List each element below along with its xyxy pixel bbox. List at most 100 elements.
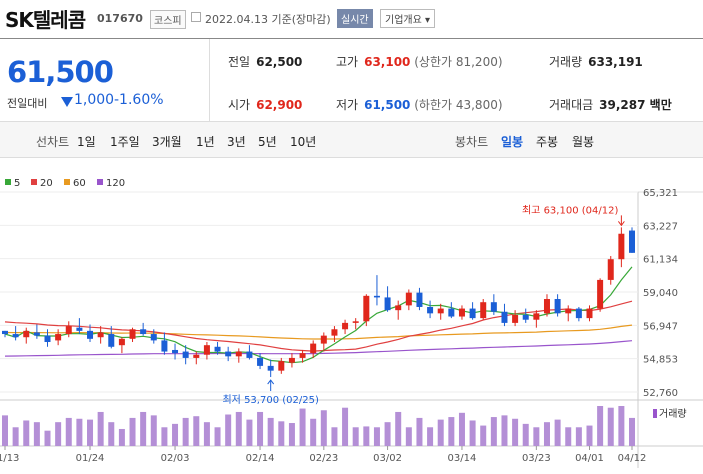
prev-close-label: 전일 xyxy=(228,55,251,69)
chevron-down-icon: ▾ xyxy=(425,15,431,26)
volume: 거래량 633,191 xyxy=(549,53,643,70)
candle-body xyxy=(12,334,19,338)
legend-swatch xyxy=(64,179,70,185)
x-tick-label: 01/24 xyxy=(76,453,105,464)
low-annotation: 최저 53,700 (02/25) xyxy=(222,394,318,406)
candle-body xyxy=(554,299,561,314)
trade-amount: 거래대금 39,287 백만 xyxy=(549,96,672,113)
volume-bar xyxy=(501,415,508,446)
volume-bars: 거래량 xyxy=(2,406,687,446)
volume-bar xyxy=(193,416,200,446)
candle-body xyxy=(490,302,497,312)
volume-bar xyxy=(97,411,104,446)
candle-chart-label: 봉차트 xyxy=(455,135,489,149)
upper-limit: (상한가 81,200) xyxy=(414,55,503,69)
volume-bar xyxy=(246,419,253,446)
candle-body xyxy=(193,354,200,358)
candle-body xyxy=(320,335,327,344)
volume-bar xyxy=(2,415,8,446)
chart-annotations: 최고 63,100 (04/12) 최저 53,700 (02/25) xyxy=(222,204,625,406)
volume-bar xyxy=(416,417,423,446)
ma-60-line xyxy=(4,324,633,340)
volume-bar xyxy=(140,411,147,446)
y-tick-label: 63,227 xyxy=(643,221,678,232)
high-arrow-head xyxy=(617,221,625,227)
candle-body xyxy=(586,308,593,319)
calendar-icon xyxy=(191,12,201,22)
high-annotation: 최고 63,100 (04/12) xyxy=(522,204,618,216)
volume-bar xyxy=(278,421,285,446)
tab-5year[interactable]: 5년 xyxy=(258,135,277,149)
candle-body xyxy=(108,334,115,347)
candle-body xyxy=(533,313,540,320)
candles xyxy=(2,227,635,378)
volume-bar xyxy=(76,418,83,446)
open-price: 시가 62,900 xyxy=(228,96,302,113)
candle-body xyxy=(150,334,157,341)
candle-body xyxy=(342,322,349,330)
x-tick-label: 04/12 xyxy=(618,453,647,464)
volume-bar xyxy=(554,419,561,446)
company-info-label: 기업개요 xyxy=(385,15,422,26)
legend-swatch xyxy=(31,179,37,185)
tab-1week[interactable]: 1주일 xyxy=(110,135,140,149)
candle-body xyxy=(118,338,125,346)
volume-bar xyxy=(320,410,327,446)
chart-period-tabs: 선차트 1일 1주일 3개월 1년 3년 5년 10년 봉차트 일봉 주봉 월봉 xyxy=(0,122,703,158)
tab-weekly[interactable]: 주봉 xyxy=(536,135,559,149)
candle-body xyxy=(331,329,338,336)
legend-label: 5 xyxy=(14,178,20,189)
volume-bar xyxy=(565,427,572,446)
candle-body xyxy=(23,330,30,338)
realtime-button[interactable]: 실시간 xyxy=(337,9,373,28)
tab-1day[interactable]: 1일 xyxy=(77,135,96,149)
candle-body xyxy=(384,297,391,311)
tab-1year[interactable]: 1년 xyxy=(196,135,215,149)
stock-code: 017670 xyxy=(97,12,143,25)
legend-swatch xyxy=(5,179,11,185)
volume-bar xyxy=(522,423,529,446)
volume-bar xyxy=(575,427,582,446)
y-axis-ticks: 65,321 63,227 61,134 59,040 56,947 54,853 52,7… xyxy=(643,188,678,399)
candle-body xyxy=(448,308,455,317)
candle-body xyxy=(543,299,550,314)
candle-body xyxy=(235,351,242,357)
volume-bar xyxy=(469,420,476,446)
stock-name: SK텔레콤 xyxy=(5,8,86,32)
x-tick-label: 04/01 xyxy=(575,453,604,464)
volume-bar xyxy=(288,423,295,446)
candle-body xyxy=(629,230,635,253)
tab-3month[interactable]: 3개월 xyxy=(152,135,182,149)
volume-bar xyxy=(607,407,614,446)
low-price: 저가 61,500 (하한가 43,800) xyxy=(336,96,503,113)
candle-body xyxy=(458,308,465,317)
volume-bar xyxy=(257,411,264,446)
candle-body xyxy=(427,306,434,314)
candle-body xyxy=(182,351,189,358)
tab-daily[interactable]: 일봉 xyxy=(501,135,524,149)
tab-10year[interactable]: 10년 xyxy=(290,135,317,149)
volume-bar xyxy=(342,407,349,446)
legend-label: 20 xyxy=(40,178,53,189)
volume-bar xyxy=(118,428,125,446)
candle-body xyxy=(480,302,487,319)
candle-body xyxy=(501,311,508,323)
tab-3year[interactable]: 3년 xyxy=(227,135,246,149)
volume-bar xyxy=(437,419,444,446)
high-value: 63,100 xyxy=(364,55,411,69)
candle-body xyxy=(512,314,519,323)
candle-body xyxy=(310,343,317,354)
company-info-dropdown[interactable]: 기업개요 ▾ xyxy=(380,9,436,28)
volume-bar xyxy=(352,427,359,446)
candle-body xyxy=(469,308,476,319)
chart-grid xyxy=(0,191,703,468)
volume-bar xyxy=(65,417,72,446)
change-label: 전일대비 xyxy=(7,97,48,110)
x-tick-label: 03/02 xyxy=(373,453,402,464)
y-tick-label: 52,760 xyxy=(643,388,678,399)
volume-bar xyxy=(161,427,168,446)
candle-body xyxy=(87,330,94,339)
tab-monthly[interactable]: 월봉 xyxy=(572,135,595,149)
prev-close: 전일 62,500 xyxy=(228,53,302,70)
candle-body xyxy=(76,327,83,331)
